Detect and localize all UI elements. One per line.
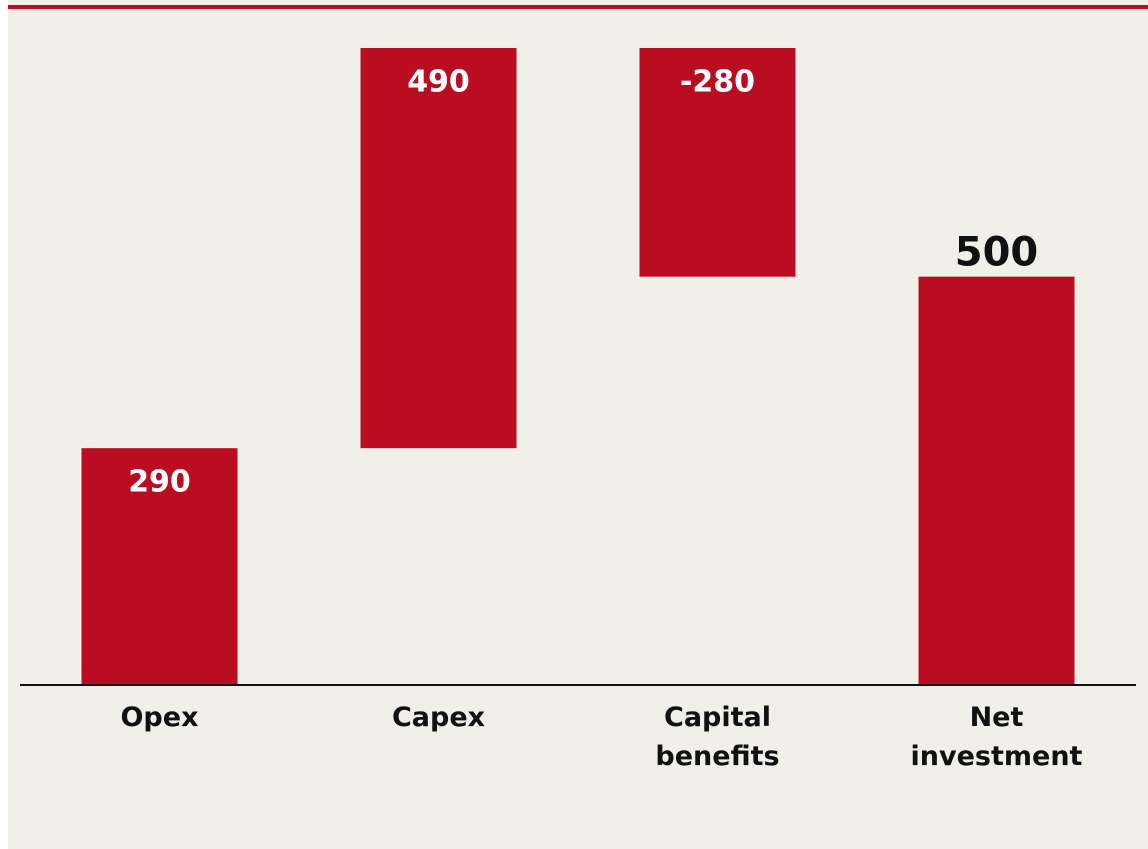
category-label: Capex xyxy=(391,702,486,733)
top-rule xyxy=(8,5,1148,9)
bar xyxy=(360,48,517,449)
bar xyxy=(918,276,1075,685)
value-label: 490 xyxy=(407,65,470,100)
value-label: -280 xyxy=(680,65,755,100)
value-label: 290 xyxy=(128,465,191,500)
category-label: Capital benefits xyxy=(655,702,780,772)
bar xyxy=(639,48,796,277)
bar xyxy=(81,448,238,685)
value-label: 500 xyxy=(955,230,1039,276)
category-label: Opex xyxy=(120,702,199,733)
category-label: Net investment xyxy=(910,702,1083,772)
